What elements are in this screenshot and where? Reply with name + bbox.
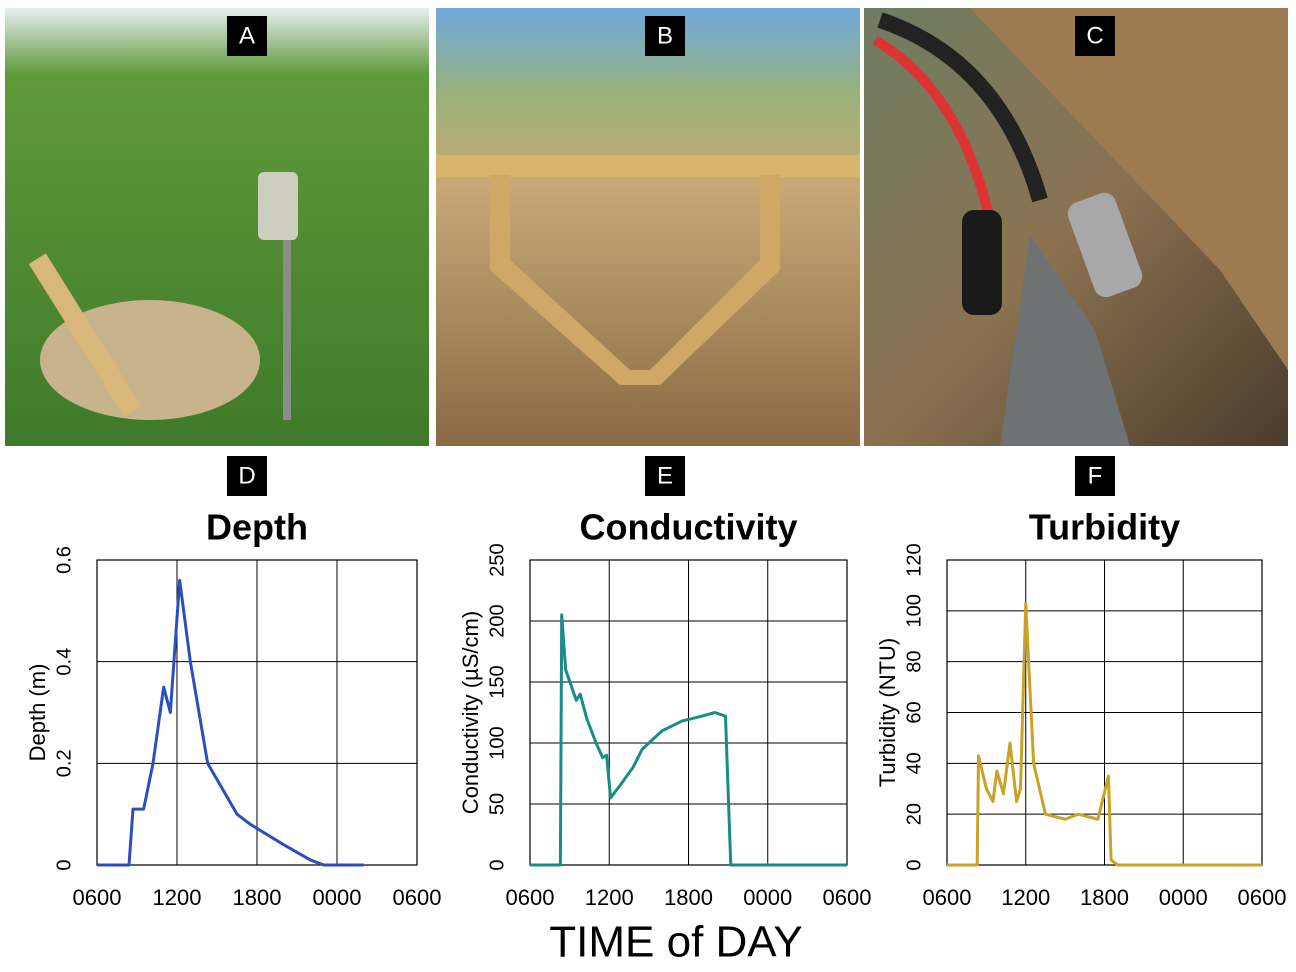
y-tick-label: 0.4 [53,648,75,676]
x-tick-label: 0600 [393,885,442,910]
y-axis-label: Turbidity (NTU) [875,638,900,788]
x-tick-label: 0000 [743,885,792,910]
y-tick-label: 0 [53,859,75,870]
panel-label: E [657,462,673,489]
y-tick-label: 0.2 [53,749,75,777]
x-tick-label: 0600 [1238,885,1287,910]
y-tick-label: 0 [903,859,925,870]
y-tick-label: 100 [903,594,925,627]
y-axis-label: Depth (m) [25,664,50,762]
x-tick-label: 0000 [1159,885,1208,910]
shared-x-label: TIME of DAY [549,918,802,967]
x-tick-label: 1800 [664,885,713,910]
chart-title: Conductivity [579,507,797,548]
photo-a [5,8,429,446]
photo-b [436,8,860,446]
figure: TIME of DAY A B C D E F Depth Depth (m) 0 0.2 0.4 0… [0,0,1296,967]
y-tick-label: 50 [486,793,508,815]
y-tick-label: 60 [903,701,925,723]
x-tick-label: 1200 [585,885,634,910]
panel-label: C [1086,22,1103,49]
panel-label: B [657,22,673,49]
chart-title: Depth [206,507,308,548]
x-tick-label: 0600 [823,885,872,910]
y-tick-label: 0.6 [53,546,75,574]
x-tick-label: 1800 [233,885,282,910]
panel-label: A [239,22,255,49]
y-axis-label: Conductivity (µS/cm) [458,611,483,814]
x-tick-label: 0000 [313,885,362,910]
panel-label: D [238,462,255,489]
x-tick-label: 0600 [923,885,972,910]
chart-title: Turbidity [1029,507,1180,548]
y-tick-label: 80 [903,651,925,673]
x-tick-label: 0600 [506,885,555,910]
y-tick-label: 20 [903,803,925,825]
photo-c [864,8,1288,446]
x-tick-label: 1200 [1001,885,1050,910]
y-tick-label: 120 [903,543,925,576]
panel-label: F [1088,462,1103,489]
y-tick-label: 0 [486,859,508,870]
y-tick-label: 250 [486,543,508,576]
y-tick-label: 150 [486,665,508,698]
y-tick-label: 40 [903,752,925,774]
y-tick-label: 100 [486,726,508,759]
x-tick-label: 0600 [73,885,122,910]
x-tick-label: 1200 [153,885,202,910]
x-tick-label: 1800 [1080,885,1129,910]
data-line [97,580,364,865]
y-tick-label: 200 [486,604,508,637]
